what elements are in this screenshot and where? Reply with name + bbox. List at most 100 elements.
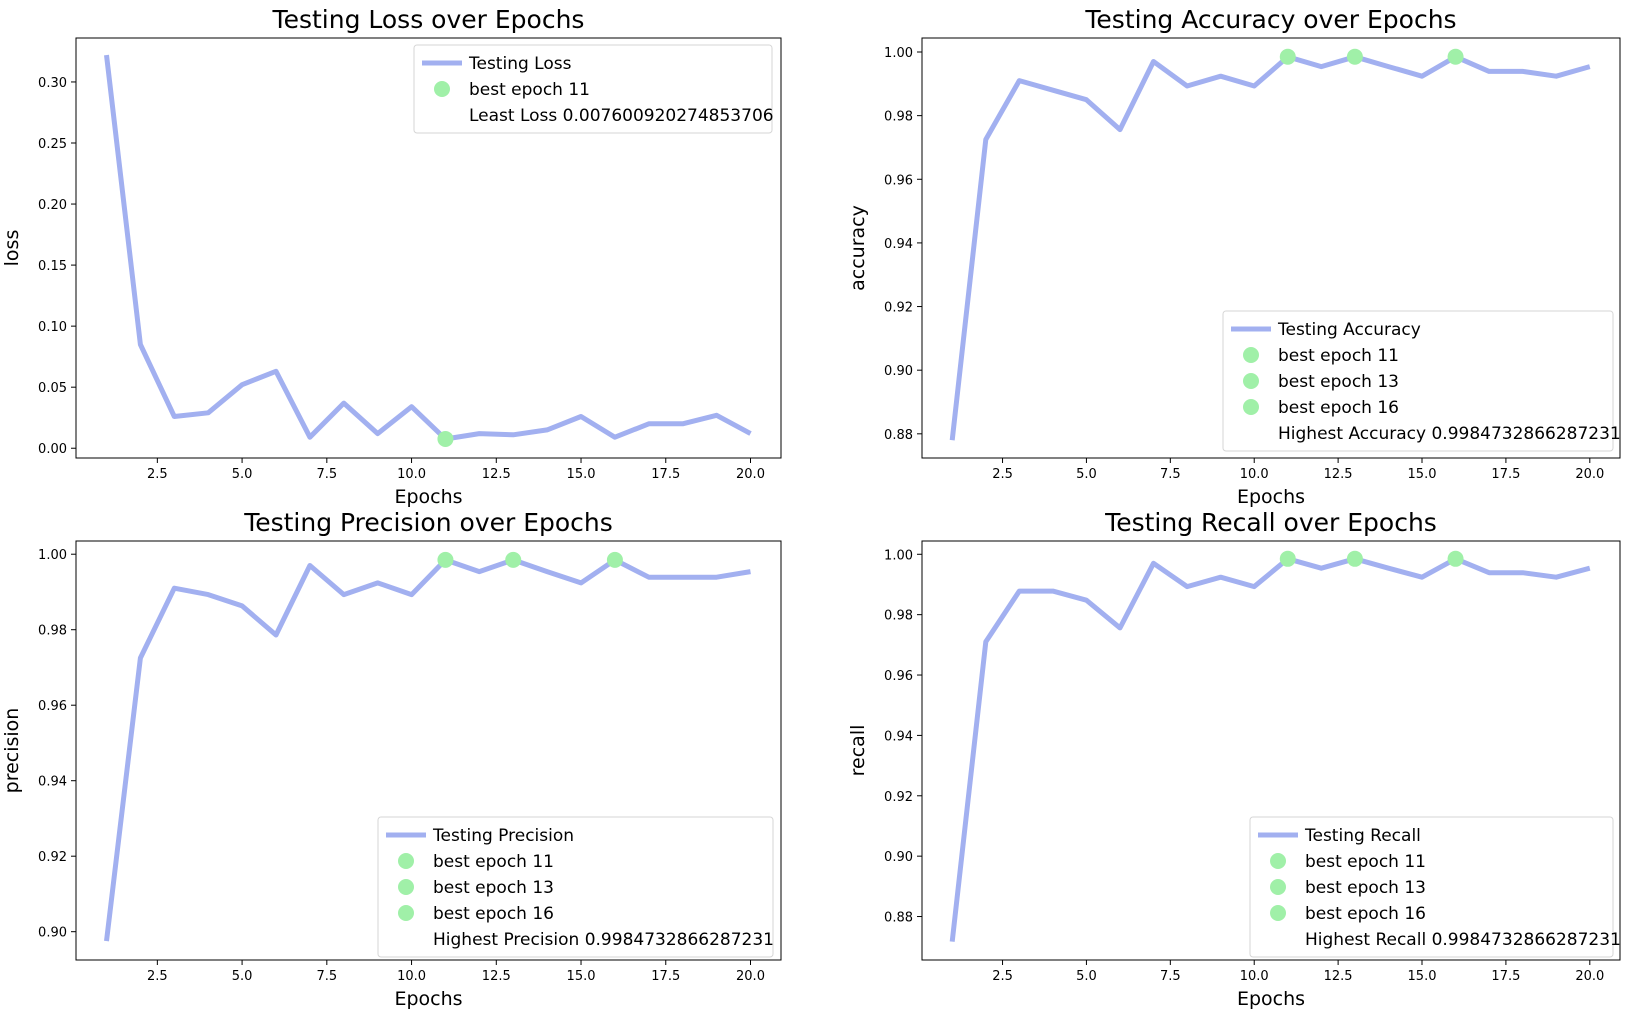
data-point <box>1386 65 1390 69</box>
x-tick-label: 2.5 <box>147 467 168 482</box>
x-tick-label: 15.0 <box>1408 969 1437 984</box>
data-point <box>1152 561 1156 565</box>
best-epoch-marker <box>437 551 454 568</box>
data-point <box>647 422 651 426</box>
data-point <box>1185 84 1189 88</box>
data-point <box>477 432 481 436</box>
x-tick-label: 5.0 <box>1076 969 1097 984</box>
x-tick-label: 12.5 <box>482 969 511 984</box>
x-tick-label: 5.0 <box>232 467 253 482</box>
data-point <box>342 593 346 597</box>
x-tick-label: 10.0 <box>1240 969 1269 984</box>
data-point <box>1084 598 1088 602</box>
y-axis-label: loss <box>1 230 23 267</box>
y-tick-label: 0.96 <box>38 699 67 714</box>
y-tick-label: 0.88 <box>884 428 913 443</box>
x-tick-label: 12.5 <box>1324 969 1353 984</box>
series-line <box>104 557 751 942</box>
data-point <box>1319 566 1323 570</box>
y-axis-label: precision <box>1 708 23 794</box>
legend-series-label: Testing Accuracy <box>1277 320 1421 340</box>
data-point <box>950 438 954 442</box>
data-point <box>545 570 549 574</box>
data-point <box>1588 566 1592 570</box>
data-point <box>1521 571 1525 575</box>
y-axis-label: recall <box>847 725 869 777</box>
x-tick-label: 15.0 <box>567 969 596 984</box>
x-tick-label: 10.0 <box>397 467 426 482</box>
legend-marker-swatch <box>1270 879 1286 895</box>
y-tick-label: 0.00 <box>38 442 67 457</box>
best-epoch-marker <box>1447 48 1464 65</box>
data-point <box>1319 65 1323 69</box>
best-epoch-marker <box>1346 48 1363 65</box>
data-point <box>410 593 414 597</box>
legend-note: Highest Accuracy 0.9984732866287231 <box>1278 424 1621 444</box>
best-epoch-marker <box>606 551 623 568</box>
data-point <box>1420 575 1424 579</box>
plot-frame <box>75 540 782 961</box>
data-point <box>1420 74 1424 78</box>
x-tick-label: 7.5 <box>1160 969 1181 984</box>
y-tick-label: 0.10 <box>38 320 67 335</box>
y-tick-label: 0.98 <box>884 609 913 624</box>
best-epoch-marker <box>437 430 454 447</box>
series-line <box>104 54 752 442</box>
data-point <box>1084 98 1088 102</box>
legend-note: Highest Precision 0.9984732866287231 <box>433 930 774 950</box>
y-tick-label: 0.92 <box>884 790 913 805</box>
legend-marker-swatch <box>398 853 414 869</box>
plot-frame <box>75 37 782 459</box>
y-tick-label: 0.90 <box>884 850 913 865</box>
data-point <box>681 422 685 426</box>
legend: Testing Precision best epoch 11 best epoch… <box>377 816 774 958</box>
data-point <box>477 570 481 574</box>
y-tick-label: 0.90 <box>38 926 67 941</box>
x-tick-label: 7.5 <box>1160 467 1181 482</box>
x-tick-label: 2.5 <box>992 467 1013 482</box>
legend-note: Least Loss 0.007600920274853706 <box>469 106 774 126</box>
legend-marker-swatch <box>434 81 450 97</box>
data-point <box>1185 585 1189 589</box>
x-axis-label: Epochs <box>394 988 462 1010</box>
chart-title: Testing Precision over Epochs <box>243 508 613 537</box>
data-point <box>240 383 244 387</box>
best-epoch-marker <box>1279 48 1296 65</box>
y-tick-label: 0.92 <box>38 850 67 865</box>
legend-series-label: Testing Loss <box>468 54 572 74</box>
data-point <box>579 414 583 418</box>
data-point <box>1017 79 1021 83</box>
y-tick-label: 0.25 <box>38 137 67 152</box>
data-point <box>984 640 988 644</box>
legend-marker-swatch <box>1243 399 1259 415</box>
x-axis-label: Epochs <box>1237 988 1305 1010</box>
x-tick-label: 2.5 <box>992 969 1013 984</box>
data-point <box>105 53 109 57</box>
x-tick-label: 15.0 <box>567 467 596 482</box>
data-point <box>308 564 312 568</box>
data-point <box>984 138 988 142</box>
y-tick-label: 1.00 <box>38 548 67 563</box>
x-tick-label: 17.5 <box>1491 969 1520 984</box>
legend: Testing Recall best epoch 11 best epoch 13… <box>1249 816 1621 958</box>
data-point <box>206 411 210 415</box>
data-point <box>647 575 651 579</box>
legend-marker-swatch <box>398 879 414 895</box>
legend-best-label: best epoch 11 <box>469 80 590 100</box>
legend: Testing Loss best epoch 11 Least Loss 0.00… <box>413 44 774 134</box>
x-tick-label: 7.5 <box>316 969 337 984</box>
best-epoch-marker <box>1447 550 1464 567</box>
best-epoch-marker <box>505 551 522 568</box>
y-tick-label: 1.00 <box>884 46 913 61</box>
chart-panel-3: Testing Precision over Epochs 2.5 5.0 7.5 10… <box>1 508 782 1010</box>
data-point <box>511 433 515 437</box>
legend-marker-swatch <box>1243 347 1259 363</box>
chart-panel-4: Testing Recall over Epochs 2.5 5.0 7.5 10.0 1… <box>847 508 1621 1010</box>
series-line <box>949 54 1591 441</box>
y-tick-label: 0.96 <box>884 173 913 188</box>
data-point <box>950 940 954 944</box>
x-tick-label: 12.5 <box>482 467 511 482</box>
legend-best-label: best epoch 16 <box>1305 904 1426 924</box>
data-point <box>342 401 346 405</box>
legend-box <box>413 44 773 134</box>
